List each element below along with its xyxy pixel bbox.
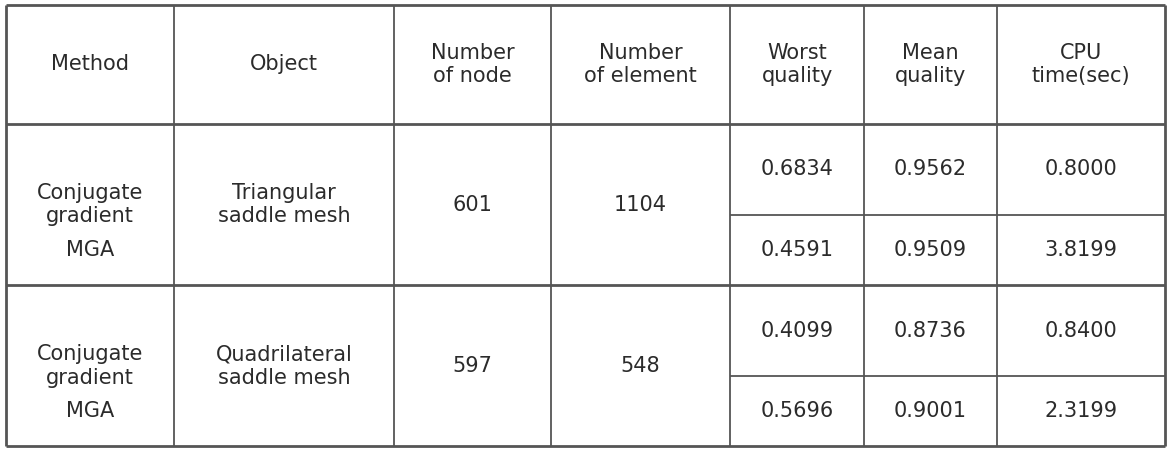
Text: Mean
quality: Mean quality — [895, 43, 966, 86]
Text: 0.8736: 0.8736 — [893, 321, 967, 341]
Text: Object: Object — [251, 54, 319, 74]
Text: 2.3199: 2.3199 — [1045, 401, 1117, 421]
Text: 597: 597 — [452, 356, 493, 376]
Text: 0.9001: 0.9001 — [893, 401, 967, 421]
Text: Method: Method — [50, 54, 129, 74]
Text: 1104: 1104 — [614, 195, 667, 215]
Text: Quadrilateral
saddle mesh: Quadrilateral saddle mesh — [215, 344, 352, 387]
Text: 601: 601 — [452, 195, 493, 215]
Text: Conjugate
gradient: Conjugate gradient — [36, 183, 143, 226]
Text: MGA: MGA — [66, 401, 114, 421]
Text: 0.8000: 0.8000 — [1045, 159, 1117, 179]
Text: 0.6834: 0.6834 — [761, 159, 834, 179]
Text: 0.4099: 0.4099 — [760, 321, 834, 341]
Text: Number
of element: Number of element — [584, 43, 697, 86]
Text: MGA: MGA — [66, 240, 114, 260]
Text: 0.4591: 0.4591 — [761, 240, 834, 260]
Text: 548: 548 — [621, 356, 660, 376]
Text: 0.8400: 0.8400 — [1045, 321, 1117, 341]
Text: 0.5696: 0.5696 — [760, 401, 834, 421]
Text: CPU
time(sec): CPU time(sec) — [1032, 43, 1130, 86]
Text: 0.9562: 0.9562 — [893, 159, 967, 179]
Text: Triangular
saddle mesh: Triangular saddle mesh — [218, 183, 350, 226]
Text: Worst
quality: Worst quality — [761, 43, 833, 86]
Text: Number
of node: Number of node — [431, 43, 514, 86]
Text: 3.8199: 3.8199 — [1045, 240, 1117, 260]
Text: 0.9509: 0.9509 — [893, 240, 967, 260]
Text: Conjugate
gradient: Conjugate gradient — [36, 344, 143, 387]
